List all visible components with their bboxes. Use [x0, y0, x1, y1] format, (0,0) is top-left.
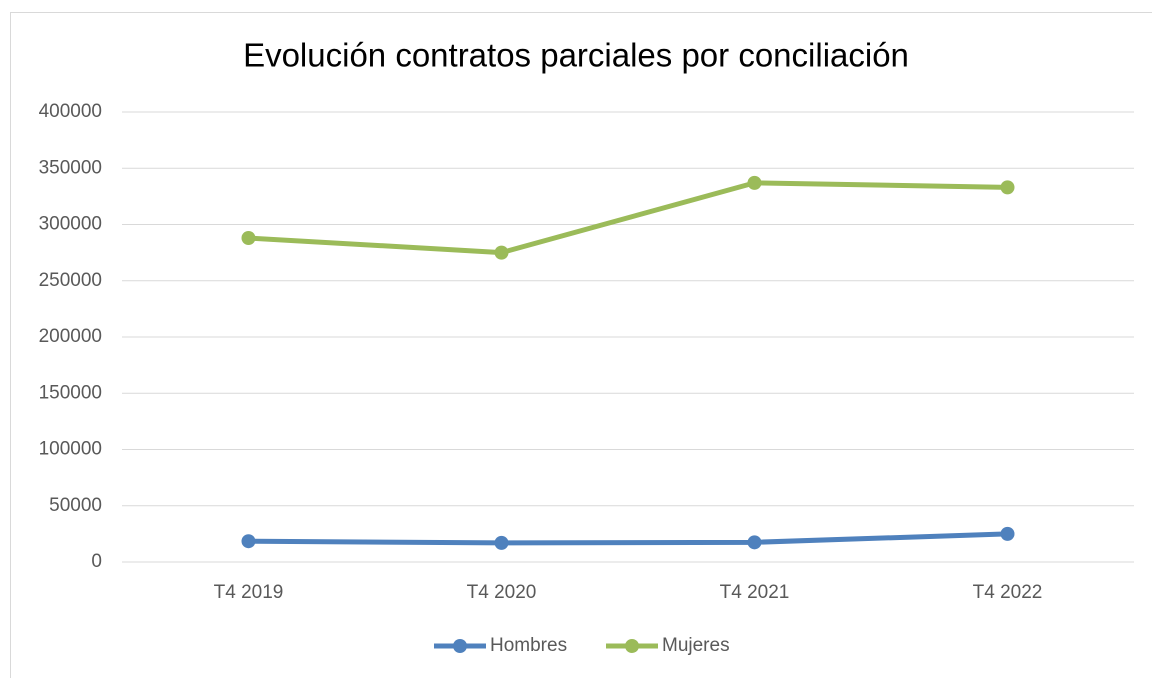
- y-tick-label: 300000: [39, 214, 102, 235]
- x-tick-label: T4 2022: [973, 582, 1043, 603]
- series-line: [246, 180, 1010, 256]
- data-point: [241, 231, 256, 245]
- data-point: [494, 535, 509, 550]
- y-tick-label: 200000: [39, 326, 102, 347]
- legend-marker: [625, 639, 639, 653]
- y-tick-label: 250000: [39, 270, 102, 291]
- data-point: [747, 535, 762, 550]
- y-tick-label: 400000: [39, 101, 102, 122]
- y-tick-label: 50000: [49, 495, 102, 516]
- data-point: [747, 175, 762, 190]
- y-tick-label: 0: [91, 551, 102, 572]
- data-point: [241, 534, 256, 549]
- data-point: [494, 245, 509, 260]
- data-point: [1000, 526, 1015, 541]
- legend-marker: [453, 639, 467, 653]
- legend-label: Hombres: [490, 635, 567, 656]
- legend-label: Mujeres: [662, 635, 730, 656]
- x-tick-label: T4 2020: [467, 582, 537, 603]
- y-tick-label: 150000: [39, 382, 102, 403]
- y-tick-label: 100000: [39, 439, 102, 460]
- series-line: [246, 531, 1010, 546]
- x-tick-label: T4 2021: [720, 582, 790, 603]
- chart-title: Evolución contratos parciales por concil…: [243, 37, 909, 74]
- x-tick-label: T4 2019: [214, 582, 284, 603]
- chart-frame: [10, 12, 1152, 678]
- y-tick-label: 350000: [39, 157, 102, 178]
- data-point: [1000, 180, 1015, 195]
